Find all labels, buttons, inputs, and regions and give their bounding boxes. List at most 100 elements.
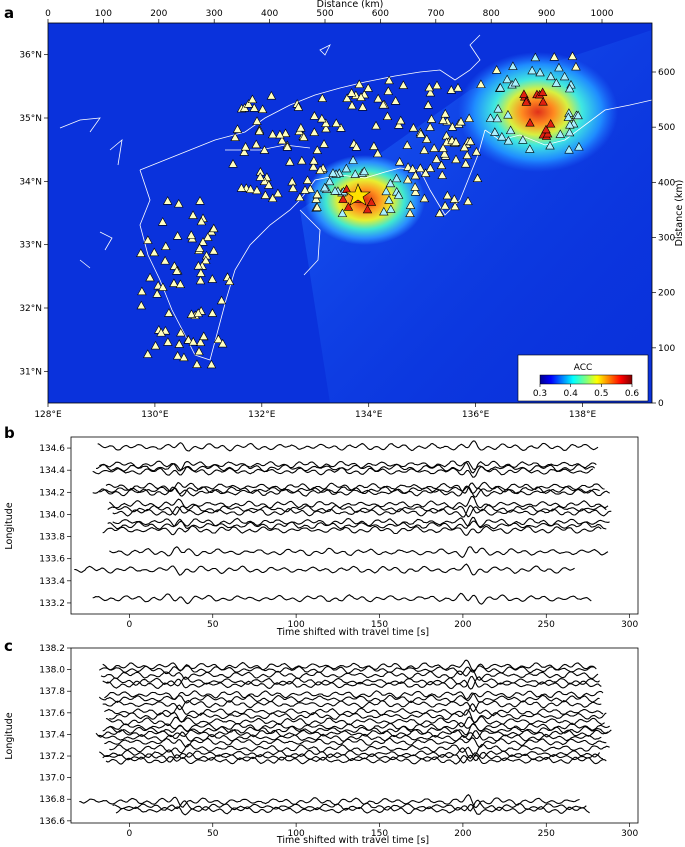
station-triangle (266, 91, 277, 100)
station-triangle (195, 196, 205, 205)
station-triangle (217, 338, 228, 348)
station-triangle (542, 128, 553, 138)
station-triangle (555, 129, 566, 138)
station-triangle (330, 186, 340, 195)
station-triangle (525, 144, 535, 153)
waveform-trace (74, 563, 575, 576)
station-triangle (508, 61, 518, 70)
x-tick-label: 100 (288, 620, 305, 630)
station-triangle (423, 100, 433, 109)
y-tick-label: 134.0 (39, 510, 65, 520)
waveform-trace (112, 517, 610, 528)
colorbar: ACC 0.3 0.4 0.5 0.6 (517, 354, 649, 402)
x-tick-label-bottom: 136°E (462, 410, 490, 420)
station-triangle (254, 126, 265, 135)
station-triangle (273, 188, 283, 198)
waveform-trace (105, 754, 607, 765)
panel-a-label: a (4, 4, 14, 22)
station-triangle (305, 184, 316, 193)
x-tick-label: 300 (621, 829, 638, 839)
station-triangle (386, 204, 396, 213)
station-triangle (348, 155, 358, 164)
station-triangle (419, 193, 430, 203)
x-tick-label: 300 (621, 620, 638, 630)
y-tick-label-right: 400 (658, 178, 675, 188)
waveform-trace (99, 460, 597, 474)
station-triangle (461, 158, 471, 168)
station-triangle (442, 190, 453, 200)
station-triangle (169, 278, 179, 287)
station-triangle (188, 210, 198, 219)
x-tick-label-bottom: 130°E (141, 410, 169, 420)
waveform-trace (107, 516, 607, 530)
x-tick-label: 250 (538, 829, 555, 839)
x-tick-label-top: 900 (538, 9, 555, 19)
station-triangle (342, 93, 352, 103)
map-frame (47, 22, 653, 404)
x-tick-label-top: 0 (45, 9, 51, 19)
station-triangle (383, 86, 394, 95)
station-triangle (424, 82, 434, 92)
station-triangle (416, 129, 426, 138)
station-triangle (296, 123, 306, 132)
station-triangle (158, 282, 168, 291)
station-triangle (503, 109, 513, 119)
station-triangle (546, 71, 556, 81)
y-tick-label-right: 600 (658, 68, 675, 78)
station-triangle (565, 119, 575, 129)
station-triangle (436, 160, 447, 170)
station-triangle (331, 118, 341, 128)
station-triangle (505, 125, 516, 135)
y-tick-label-right: 0 (658, 399, 664, 409)
station-triangle (426, 114, 437, 123)
y-tick-label-left: 32°N (19, 304, 42, 314)
waveform-trace (102, 659, 595, 672)
station-triangle (213, 334, 224, 343)
y-tick-label-left: 33°N (19, 241, 42, 251)
station-triangle (207, 274, 218, 283)
station-triangle (156, 327, 166, 337)
station-triangle (136, 248, 146, 257)
panel-b-waveforms: 0 50 100 150 200 250 300 133.2 133.4 133.6 133.8 13… (4, 436, 639, 638)
station-triangle (573, 110, 583, 120)
x-tick-label: 50 (207, 620, 219, 630)
station-triangle (312, 145, 323, 154)
station-triangle (230, 132, 240, 142)
y-tick-label: 138.2 (39, 644, 65, 654)
x-tick-label-bottom: 138°E (569, 410, 597, 420)
waveform-trace (109, 546, 609, 559)
waveform-trace (95, 729, 609, 740)
y-tick-label-left: 36°N (19, 51, 42, 61)
x-tick-label-top: 700 (427, 9, 444, 19)
station-triangle (541, 124, 551, 134)
station-triangle (164, 308, 174, 317)
waveform-trace (105, 481, 605, 494)
station-triangle (312, 202, 322, 211)
y-tick-label: 133.8 (39, 533, 65, 543)
station-triangle (239, 147, 249, 156)
y-tick-label-right: 300 (658, 234, 675, 244)
station-triangle (186, 309, 197, 319)
station-triangle (207, 308, 218, 317)
station-triangle (564, 83, 575, 93)
colorbar-tick-label: 0.6 (625, 389, 640, 399)
station-triangle (371, 120, 381, 130)
y-tick-label-right: 100 (658, 344, 675, 354)
colorbar-tick-label: 0.5 (594, 389, 608, 399)
station-triangle (259, 145, 270, 154)
station-triangle (324, 176, 335, 186)
station-triangle (391, 173, 402, 183)
station-triangle (403, 162, 413, 171)
station-triangle (537, 87, 548, 97)
x-tick-label: 200 (454, 620, 471, 630)
station-triangle (312, 189, 322, 199)
station-triangle (224, 276, 235, 285)
station-triangle (463, 196, 473, 205)
station-triangle (308, 161, 319, 171)
y-tick-label: 136.6 (39, 817, 65, 827)
station-triangle (420, 168, 431, 177)
panel-a-map: ACC 0.3 0.4 0.5 0.6 128°E 130°E 132°E 134°E 136… (19, 0, 685, 420)
waveform-trace (105, 675, 602, 690)
x-tick-label-top: 400 (261, 9, 278, 19)
station-triangle (336, 123, 346, 132)
